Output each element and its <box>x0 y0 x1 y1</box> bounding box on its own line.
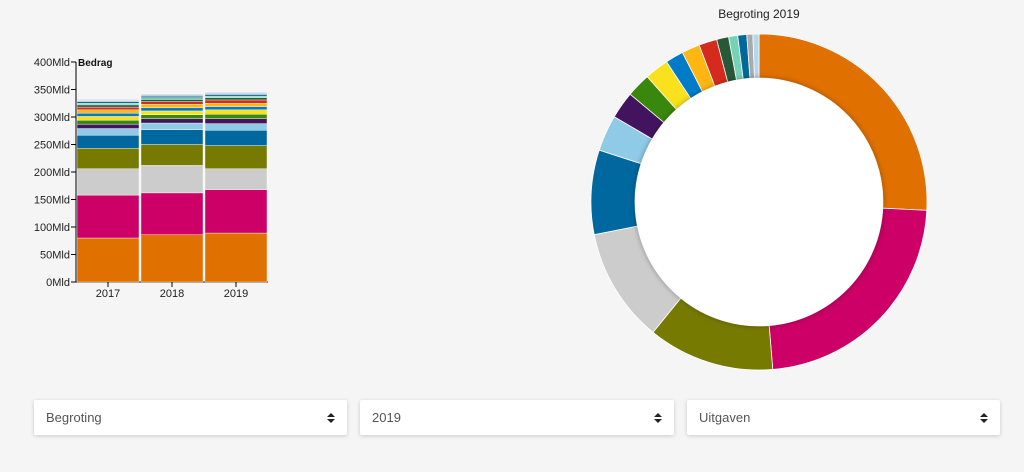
x-tick-label: 2017 <box>96 288 120 300</box>
bar-segment[interactable] <box>140 129 204 145</box>
bar-segment[interactable] <box>204 145 268 169</box>
bar-segment[interactable] <box>204 118 268 124</box>
bar-segment[interactable] <box>76 194 140 239</box>
bar-segment[interactable] <box>204 232 268 283</box>
bar-segment[interactable] <box>76 116 140 121</box>
y-tick-label: 350Mld <box>34 85 70 97</box>
bar-segment[interactable] <box>140 192 204 235</box>
bar-segment[interactable] <box>204 106 268 111</box>
bar-segment[interactable] <box>140 104 204 108</box>
y-axis-label: Bedrag <box>78 58 112 69</box>
kind-select[interactable]: Uitgaven <box>687 400 1000 435</box>
bar-segment[interactable] <box>204 109 268 115</box>
stacked-bar-chart: 0Mld 50Mld 100Mld 150Mld 200Mld 250Mld 300Mld 3… <box>34 57 268 300</box>
year-select[interactable]: 2019 <box>360 400 674 435</box>
bar-segment[interactable] <box>76 101 140 104</box>
bar-segment[interactable] <box>140 114 204 119</box>
bar-segment[interactable] <box>76 109 140 114</box>
bar-segment[interactable] <box>204 92 268 94</box>
bar-segment[interactable] <box>204 95 268 98</box>
bar-segment[interactable] <box>76 104 140 108</box>
bar-segment[interactable] <box>204 189 268 234</box>
bar-segment[interactable] <box>140 165 204 194</box>
y-tick-label: 50Mld <box>40 250 70 262</box>
bar-segment[interactable] <box>204 94 268 97</box>
select-arrows-icon <box>654 412 662 423</box>
x-tick-label: 2018 <box>160 288 184 300</box>
bar-segment[interactable] <box>204 114 268 119</box>
bar-segment[interactable] <box>140 234 204 283</box>
bar-segment[interactable] <box>140 118 204 124</box>
bar-segment[interactable] <box>76 148 140 169</box>
bar-segment[interactable] <box>76 134 140 149</box>
y-tick-label: 200Mld <box>34 167 70 179</box>
year-select-value: 2019 <box>372 410 401 425</box>
bar-segment[interactable] <box>204 168 268 190</box>
bar-segment[interactable] <box>140 110 204 115</box>
y-tick-label: 250Mld <box>34 140 70 152</box>
y-tick-label: 400Mld <box>34 57 70 69</box>
bar-segment[interactable] <box>204 123 268 131</box>
bar-segment[interactable] <box>140 101 204 105</box>
select-arrows-icon <box>980 412 988 423</box>
bar-segment[interactable] <box>140 93 204 96</box>
bar-segment[interactable] <box>76 168 140 196</box>
bar-segment[interactable] <box>204 103 268 107</box>
bar-segment[interactable] <box>140 97 204 100</box>
bar-segment[interactable] <box>76 237 140 283</box>
bar-segment[interactable] <box>76 106 140 111</box>
bar-segment[interactable] <box>140 144 204 166</box>
y-tick-label: 0Mld <box>46 277 70 289</box>
y-tick-label: 300Mld <box>34 112 70 124</box>
type-select-value: Begroting <box>46 410 102 425</box>
bar-segment[interactable] <box>140 95 204 98</box>
donut-slice[interactable] <box>590 149 642 236</box>
bar-segment[interactable] <box>76 99 140 101</box>
donut-title: Begroting 2019 <box>718 7 800 21</box>
x-tick-label: 2019 <box>224 288 248 300</box>
bar-segment[interactable] <box>76 120 140 125</box>
donut-chart: Begroting 2019 <box>590 7 928 371</box>
select-arrows-icon <box>327 412 335 423</box>
y-tick-label: 100Mld <box>34 222 70 234</box>
bar-segment[interactable] <box>76 103 140 106</box>
y-tick-label: 150Mld <box>34 195 70 207</box>
bar-segment[interactable] <box>76 128 140 136</box>
type-select[interactable]: Begroting <box>34 400 347 435</box>
bar-segment[interactable] <box>76 112 140 117</box>
bar-segment[interactable] <box>76 123 140 129</box>
bar-segment[interactable] <box>140 107 204 112</box>
bar-segment[interactable] <box>204 129 268 146</box>
bar-segment[interactable] <box>204 97 268 101</box>
donut-hole <box>635 78 883 326</box>
kind-select-value: Uitgaven <box>699 410 751 425</box>
bar-segment[interactable] <box>140 122 204 130</box>
bar-segment[interactable] <box>140 99 204 102</box>
bar-segment[interactable] <box>204 99 268 104</box>
